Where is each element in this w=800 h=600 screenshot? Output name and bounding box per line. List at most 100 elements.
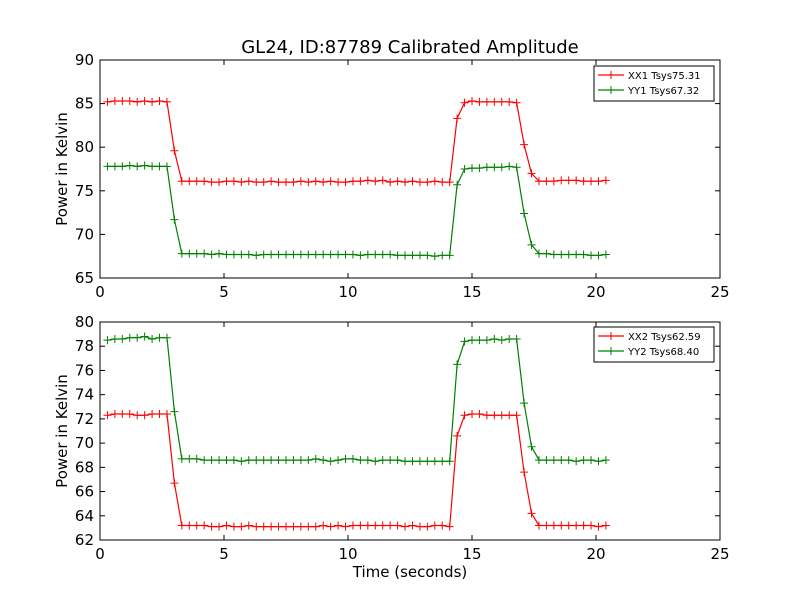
data-point-marker [162, 97, 171, 106]
data-point-marker [594, 177, 603, 186]
data-point-marker [579, 250, 588, 259]
data-point-marker [200, 456, 209, 465]
data-point-marker [363, 456, 372, 465]
data-point-marker [445, 178, 454, 187]
data-point-marker [534, 177, 543, 186]
data-point-marker [453, 360, 462, 369]
data-point-marker [215, 178, 224, 187]
data-point-marker [222, 521, 231, 530]
data-point-marker [415, 178, 424, 187]
data-point-marker [155, 96, 164, 105]
data-point-marker [423, 178, 432, 187]
legend-box [593, 65, 715, 102]
data-point-marker [259, 456, 268, 465]
data-point-marker [162, 410, 171, 419]
data-point-marker [185, 177, 194, 186]
data-point-marker [148, 410, 157, 419]
legend-label: XX2 Tsys62.59 [628, 332, 701, 343]
data-point-marker [319, 521, 328, 530]
x-tick-label: 5 [219, 545, 229, 563]
series-line [107, 335, 606, 462]
data-point-marker [534, 456, 543, 465]
y-tick-label: 80 [75, 313, 94, 331]
data-point-marker [475, 410, 484, 419]
data-point-marker [319, 456, 328, 465]
data-point-marker [110, 96, 119, 105]
data-point-marker [185, 521, 194, 530]
x-tick-label: 10 [338, 283, 357, 301]
y-tick-label: 90 [75, 51, 94, 69]
data-point-marker [430, 177, 439, 186]
data-point-marker [482, 411, 491, 420]
data-point-marker [453, 114, 462, 123]
x-tick-label: 0 [95, 283, 105, 301]
data-point-marker [267, 456, 276, 465]
data-point-marker [445, 251, 454, 260]
data-point-marker [162, 162, 171, 171]
data-point-marker [594, 457, 603, 466]
data-point-marker [549, 521, 558, 530]
data-point-marker [192, 454, 201, 463]
legend-item: YY1 Tsys67.32 [598, 86, 699, 97]
data-point-marker [512, 163, 521, 172]
data-point-marker [192, 177, 201, 186]
data-point-marker [401, 457, 410, 466]
data-point-marker [564, 250, 573, 259]
data-point-marker [244, 521, 253, 530]
data-point-marker [594, 251, 603, 260]
y-tick-label: 75 [75, 182, 94, 200]
data-point-marker [579, 456, 588, 465]
x-tick-label: 10 [338, 545, 357, 563]
data-point-marker [207, 178, 216, 187]
data-point-marker [386, 456, 395, 465]
data-point-marker [177, 249, 186, 258]
data-point-marker [200, 249, 209, 258]
data-point-marker [512, 411, 521, 420]
data-point-marker [133, 97, 142, 106]
data-point-marker [601, 250, 610, 259]
data-point-marker [215, 522, 224, 531]
data-point-marker [445, 522, 454, 531]
data-point-marker [326, 250, 335, 259]
data-point-marker [110, 410, 119, 419]
data-point-marker [408, 457, 417, 466]
data-point-marker [363, 521, 372, 530]
data-point-marker [393, 521, 402, 530]
legend-marker [607, 86, 615, 94]
data-point-marker [289, 178, 298, 187]
data-point-marker [170, 215, 179, 224]
data-point-marker [282, 456, 290, 465]
data-point-marker [356, 456, 365, 465]
data-point-marker [103, 336, 112, 345]
data-point-marker [259, 178, 268, 187]
data-point-marker [408, 521, 417, 530]
data-point-marker [549, 456, 558, 465]
data-point-marker [460, 411, 469, 420]
data-point-marker [274, 178, 283, 187]
data-point-marker [252, 456, 261, 465]
data-point-marker [497, 163, 506, 172]
data-point-marker [490, 411, 499, 420]
data-point-marker [564, 521, 573, 530]
data-point-marker [520, 209, 529, 218]
data-point-marker [534, 521, 543, 530]
data-point-marker [296, 250, 305, 259]
data-point-marker [475, 164, 484, 173]
data-point-marker [505, 97, 514, 106]
data-point-marker [207, 250, 216, 259]
data-point-marker [207, 522, 216, 531]
data-point-marker [430, 457, 439, 466]
legend-box [593, 326, 715, 363]
x-tick-label: 5 [219, 283, 229, 301]
data-point-marker [289, 250, 298, 259]
data-point-marker [311, 522, 320, 531]
data-point-marker [401, 522, 410, 531]
data-point-marker [430, 252, 439, 261]
data-point-marker [125, 96, 134, 105]
data-point-marker [341, 178, 350, 187]
data-point-marker [237, 457, 246, 466]
data-point-marker [229, 177, 238, 186]
data-point-marker [423, 251, 432, 260]
data-point-marker [348, 454, 357, 463]
